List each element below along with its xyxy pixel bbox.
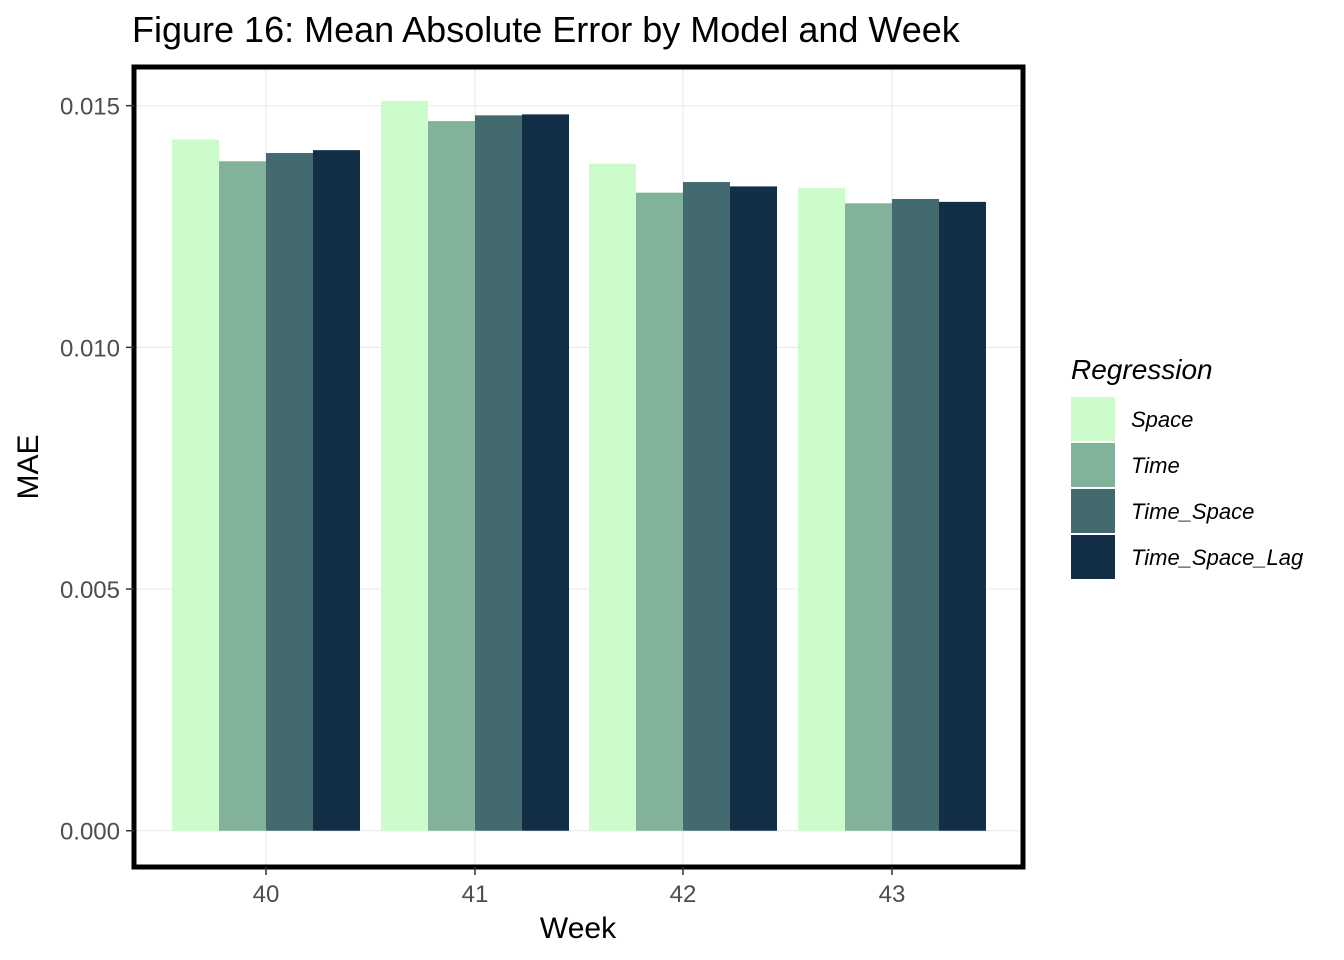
y-tick-label: 0.015 [60,94,120,121]
panel-border [131,64,1026,870]
legend: Regression Space Time Time_Space Time_Space… [1071,354,1304,579]
legend-key-time-space-lag [1071,535,1115,579]
y-tick-label: 0.010 [60,335,120,362]
bar-time-space-week-41 [475,115,522,831]
chart-title: Figure 16: Mean Absolute Error by Model … [132,9,961,50]
bar-time-space-week-43 [892,198,939,831]
x-tick-label: 41 [462,881,489,908]
bar-space-week-40 [172,139,219,831]
legend-title: Regression [1071,354,1213,385]
bar-time-space-lag-week-41 [522,114,569,831]
x-axis-title: Week [540,912,617,945]
bar-space-week-41 [381,100,428,831]
bars [172,100,986,831]
legend-key-space [1071,397,1115,441]
bar-time-week-40 [219,161,266,831]
y-tick-label: 0.000 [60,819,120,846]
x-tick-label: 43 [879,881,906,908]
bar-time-space-lag-week-42 [730,186,777,831]
bar-space-week-43 [798,187,845,831]
legend-label: Space [1131,407,1193,432]
x-tick-label: 42 [670,881,697,908]
y-axis-title: MAE [12,434,45,499]
bar-space-week-42 [589,163,636,831]
bar-time-space-week-42 [683,182,730,831]
y-tick-label: 0.005 [60,577,120,604]
legend-key-time [1071,443,1115,487]
legend-label: Time_Space_Lag [1131,545,1304,570]
bar-time-space-lag-week-40 [313,150,360,831]
bar-time-week-42 [636,192,683,831]
bar-time-space-week-40 [266,153,313,831]
x-tick-label: 40 [253,881,280,908]
legend-label: Time_Space [1131,499,1254,524]
legend-label: Time [1131,453,1180,478]
y-axis-ticks: 0.000 0.005 0.010 0.015 [60,94,134,846]
bar-time-space-lag-week-43 [939,201,986,831]
bar-time-week-43 [845,203,892,831]
bar-time-week-41 [428,121,475,831]
legend-key-time-space [1071,489,1115,533]
x-axis-ticks: 40 41 42 43 [253,867,906,908]
